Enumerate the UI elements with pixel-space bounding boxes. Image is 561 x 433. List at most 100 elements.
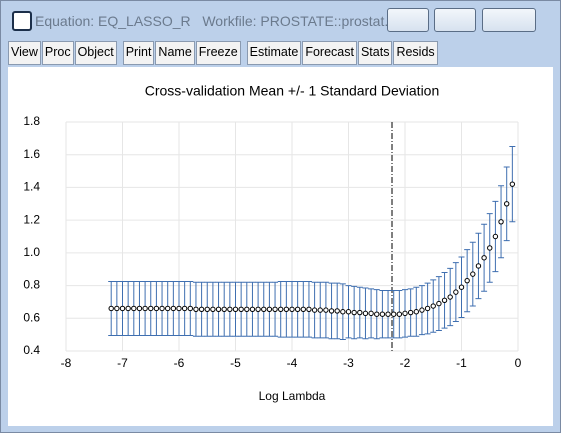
mean-marker [504, 201, 510, 207]
mean-marker [458, 284, 465, 290]
mean-marker [419, 307, 425, 313]
mean-marker [176, 305, 182, 312]
x-tick-label: -1 [456, 356, 467, 370]
mean-marker [470, 271, 476, 277]
mean-marker [385, 311, 391, 317]
mean-marker [487, 245, 493, 251]
x-tick-label: -4 [287, 356, 298, 370]
mean-marker [114, 305, 120, 312]
mean-marker [509, 181, 516, 187]
mean-marker [238, 306, 244, 312]
mean-marker [255, 306, 261, 312]
mean-marker [475, 263, 482, 269]
mean-marker [362, 310, 369, 317]
mean-marker [441, 297, 448, 303]
x-axis-label: Log Lambda [259, 389, 326, 403]
x-tick-label: -7 [117, 356, 128, 370]
chart: Cross-validation Mean +/- 1 Standard Dev… [8, 67, 553, 426]
window-title: Equation: EQ_LASSO_R Workfile: PROSTATE:… [35, 13, 397, 29]
y-tick-label: 1.2 [23, 212, 40, 226]
toolbar-button[interactable]: View [8, 41, 41, 65]
mean-marker [261, 306, 267, 312]
mean-marker [215, 306, 222, 312]
mean-marker [266, 306, 273, 312]
mean-marker [108, 305, 114, 312]
mean-marker [396, 311, 403, 317]
toolbar-button[interactable]: Name [155, 41, 195, 65]
mean-marker [204, 306, 210, 312]
mean-marker [170, 305, 177, 312]
x-tick-label: -8 [61, 356, 72, 370]
mean-marker [436, 300, 442, 307]
y-tick-label: 1.0 [23, 245, 40, 259]
y-tick-label: 0.6 [23, 310, 40, 324]
mean-marker [323, 307, 329, 313]
mean-marker [492, 233, 499, 240]
mean-marker [131, 305, 137, 312]
mean-marker [165, 305, 171, 312]
mean-marker [232, 306, 239, 312]
mean-marker [453, 289, 459, 295]
mean-marker [153, 305, 160, 312]
mean-marker [345, 309, 352, 315]
y-tick-label: 1.8 [23, 114, 40, 128]
x-tick-label: -3 [343, 356, 354, 370]
mean-marker [340, 309, 346, 315]
x-tick-label: -5 [230, 356, 241, 370]
mean-marker [391, 311, 397, 317]
mean-marker [351, 309, 357, 316]
mean-marker [193, 306, 199, 312]
y-tick-label: 0.4 [23, 343, 40, 357]
mean-marker [379, 311, 386, 317]
mean-marker [317, 307, 323, 313]
toolbar-button[interactable]: Forecast [302, 41, 357, 65]
mean-marker [447, 294, 453, 300]
mean-marker [142, 305, 148, 312]
x-tick-label: -2 [400, 356, 411, 370]
toolbar: View Proc Object Print Name Freeze Estimate For… [8, 41, 439, 65]
y-tick-label: 0.8 [23, 278, 40, 292]
chart-title: Cross-validation Mean +/- 1 Standard Dev… [145, 83, 440, 99]
mean-marker [249, 306, 256, 312]
toolbar-button[interactable]: Print [122, 41, 155, 65]
mean-marker [159, 305, 165, 312]
maximize-button[interactable] [434, 8, 476, 32]
mean-marker [198, 306, 205, 312]
mean-marker [278, 306, 284, 312]
mean-marker [407, 309, 414, 316]
mean-marker [357, 309, 363, 316]
mean-marker [300, 306, 306, 312]
minimize-button[interactable] [387, 8, 429, 32]
mean-marker [294, 306, 301, 312]
mean-marker [148, 305, 154, 312]
mean-marker [368, 310, 374, 317]
x-tick-label: -6 [174, 356, 185, 370]
y-tick-label: 1.4 [23, 180, 40, 194]
toolbar-button[interactable]: Object [74, 41, 117, 65]
mean-marker [187, 305, 194, 312]
toolbar-button[interactable]: Proc [41, 41, 74, 65]
mean-marker [334, 308, 340, 314]
mean-marker [181, 305, 188, 312]
mean-marker [272, 306, 278, 312]
x-tick-label: 0 [515, 356, 522, 370]
mean-marker [328, 308, 335, 314]
y-tick-label: 1.6 [23, 147, 40, 161]
toolbar-button[interactable]: Resids [393, 41, 438, 65]
window-icon [12, 11, 32, 31]
mean-marker [402, 310, 408, 317]
mean-marker [374, 311, 380, 317]
mean-marker [424, 305, 431, 312]
mean-marker [481, 255, 487, 261]
toolbar-button[interactable]: Freeze [195, 41, 241, 65]
toolbar-button[interactable]: Stats [357, 41, 393, 65]
mean-marker [289, 306, 295, 312]
mean-marker [119, 305, 126, 312]
mean-marker [244, 306, 250, 312]
mean-marker [413, 309, 419, 315]
toolbar-button[interactable]: Estimate [246, 41, 302, 65]
mean-marker [125, 305, 131, 312]
close-button[interactable] [482, 8, 536, 32]
mean-marker [306, 306, 312, 312]
